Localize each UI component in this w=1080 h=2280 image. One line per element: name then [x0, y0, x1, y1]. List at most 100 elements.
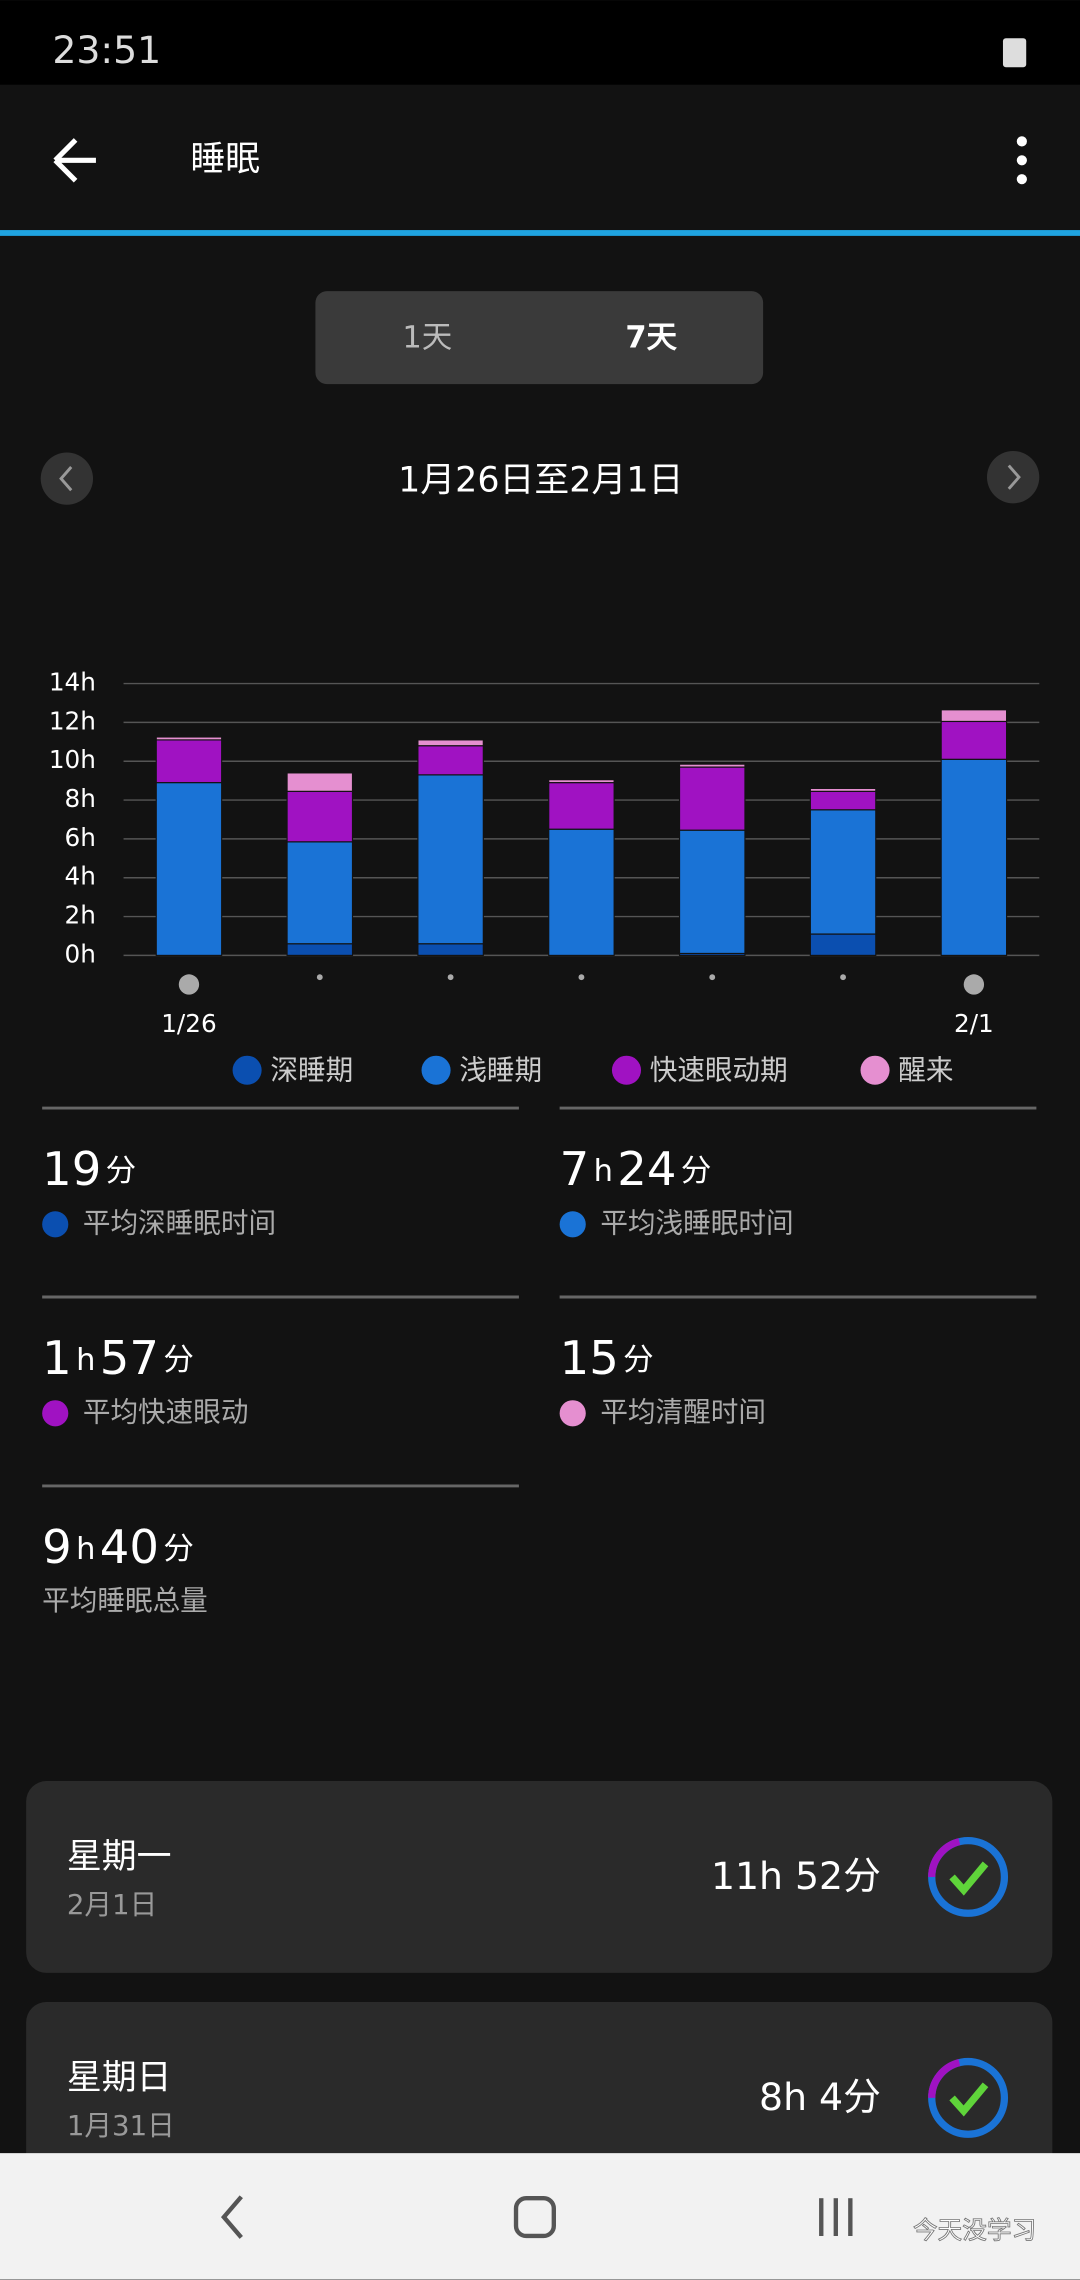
stat-value-part: 57: [100, 1330, 159, 1384]
menu-button[interactable]: [1016, 136, 1027, 185]
bar-segment: [940, 758, 1008, 956]
stat-value-part: 7: [560, 1141, 590, 1195]
stat-dot: [42, 1400, 69, 1427]
y-tick-label: 8h: [65, 784, 96, 813]
tab-group: [315, 291, 764, 385]
day-duration: 8h 4分: [759, 2075, 881, 2119]
stat-value-part: 分: [623, 1342, 654, 1377]
nav-home[interactable]: [513, 2196, 556, 2239]
battery-icon: [1002, 38, 1027, 68]
legend-label: 快速眼动期: [650, 1054, 788, 1087]
date-range: 1月26日至2月1日: [398, 461, 683, 501]
stat-label: 平均深睡眠时间: [83, 1206, 276, 1239]
back-button[interactable]: [53, 138, 96, 183]
legend-label: 深睡期: [270, 1054, 353, 1087]
day-card[interactable]: [26, 1781, 1053, 1973]
bar-segment: [809, 787, 877, 792]
stat-dot: [559, 1211, 586, 1238]
stat-value: 1 h 57 分: [42, 1330, 194, 1384]
stat-label: 平均浅睡眠时间: [600, 1206, 793, 1239]
stat-value-part: h: [76, 1531, 95, 1566]
bar-segment: [286, 841, 354, 945]
y-tick-label: 6h: [65, 823, 96, 852]
header-underline: [0, 230, 1080, 236]
nav-bar: [0, 2153, 1080, 2280]
bar-segment: [155, 782, 223, 956]
bar-segment: [286, 790, 354, 843]
nav-recents[interactable]: [819, 2198, 853, 2236]
legend-marker: [421, 1055, 451, 1085]
bar-segment: [809, 933, 877, 956]
y-tick-label: 0h: [65, 939, 96, 968]
stat-value-part: 1: [42, 1330, 72, 1384]
x-dot: [709, 974, 716, 981]
stat-value-part: 15: [560, 1330, 619, 1384]
nav-back[interactable]: [220, 2195, 243, 2239]
stat-value-part: 19: [42, 1141, 101, 1195]
x-dot: [447, 974, 454, 981]
day-duration: 11h 52分: [711, 1854, 881, 1898]
day-card[interactable]: [26, 2001, 1053, 2194]
stat-value-part: 24: [617, 1141, 676, 1195]
bar-segment: [286, 943, 354, 956]
y-tick-label: 14h: [49, 668, 96, 697]
legend-label: 醒来: [898, 1054, 953, 1087]
bar-segment: [417, 774, 484, 945]
stat-value-part: 分: [681, 1153, 712, 1188]
bar-segment: [417, 943, 484, 956]
day-date: 2月1日: [67, 1888, 157, 1921]
header-title: 睡眠: [190, 139, 260, 179]
watermark: 今天没学习: [913, 2216, 1037, 2245]
y-tick-label: 2h: [65, 901, 96, 930]
bar-segment: [940, 709, 1008, 723]
next-button[interactable]: [986, 451, 1040, 504]
x-dot: [316, 974, 323, 981]
x-tick-label: 1/26: [161, 1009, 216, 1038]
bar-segment: [678, 766, 746, 831]
day-name: 星期日: [67, 2058, 172, 2098]
tab[interactable]: 7天: [625, 321, 677, 356]
legend-marker: [232, 1055, 262, 1085]
stat-label: 平均清醒时间: [600, 1395, 766, 1428]
status-time: 23:51: [52, 28, 161, 72]
stat-dot: [559, 1400, 586, 1427]
legend-marker: [611, 1055, 642, 1085]
stat-value-part: h: [76, 1342, 95, 1377]
legend-label: 浅睡期: [459, 1054, 542, 1087]
x-dot: [178, 974, 200, 995]
bar-segment: [678, 829, 746, 955]
x-dot: [840, 974, 846, 981]
bar-segment: [155, 739, 223, 784]
tab[interactable]: 1天: [402, 321, 452, 356]
bar-segment: [548, 779, 615, 784]
y-tick-label: 12h: [49, 706, 96, 735]
stat-value-part: 分: [163, 1531, 194, 1566]
bar-segment: [417, 739, 484, 747]
stat-label: 平均快速眼动: [83, 1395, 249, 1428]
bar-segment: [940, 720, 1008, 760]
check-icon: [949, 1861, 989, 1896]
stat-value: 19 分: [42, 1141, 136, 1195]
bar-segment: [548, 828, 615, 956]
y-tick-label: 10h: [49, 745, 96, 774]
bar-segment: [809, 809, 877, 935]
stat-value: 9 h 40 分: [42, 1519, 194, 1573]
stat-value-part: 40: [100, 1519, 159, 1573]
bar-segment: [809, 790, 877, 811]
day-name: 星期一: [67, 1837, 172, 1877]
x-dot: [578, 974, 585, 981]
bar-segment: [286, 772, 354, 792]
prev-button[interactable]: [40, 452, 94, 505]
check-icon: [949, 2082, 989, 2117]
stat-value: 15 分: [560, 1330, 654, 1384]
day-ring-rem: [928, 1838, 961, 1878]
day-date: 1月31日: [67, 2109, 175, 2142]
y-tick-label: 4h: [65, 862, 96, 891]
x-dot: [963, 974, 985, 995]
bar-segment: [417, 745, 484, 776]
stat-value-part: 9: [42, 1519, 72, 1573]
